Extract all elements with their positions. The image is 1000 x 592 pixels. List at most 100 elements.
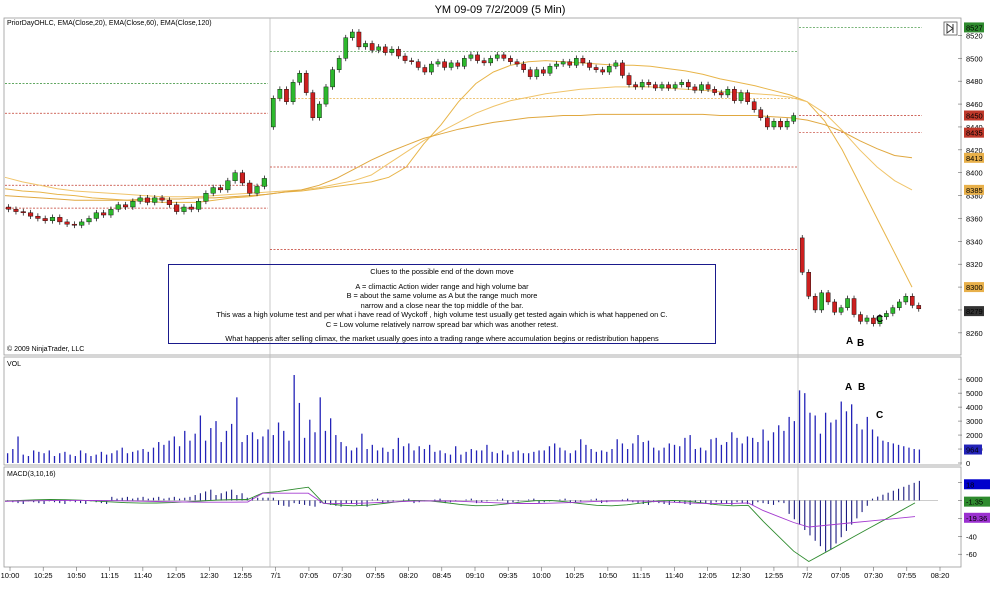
macd-signal-line: [4, 492, 916, 528]
note-line-6: C = Low volume relatively narrow spread …: [325, 319, 559, 329]
candle-down: [778, 121, 783, 128]
candlesticks: [6, 29, 922, 327]
annotation-c-volume: C: [876, 410, 883, 421]
price-tick-label: 8500: [966, 54, 983, 63]
price-tick-label: 8520: [966, 31, 983, 40]
note-line-2: A = climactic Action wider range and hig…: [355, 281, 529, 291]
candle-up: [261, 178, 267, 187]
candle-down: [356, 31, 362, 48]
candle-up: [297, 72, 302, 83]
volume-panel-frame: [3, 356, 962, 466]
macd-badge: [964, 479, 990, 490]
candle-down: [765, 117, 770, 128]
price-tick-label: 8400: [966, 169, 983, 178]
candle-down: [600, 69, 605, 73]
candle-up: [49, 217, 56, 221]
price-badge: [964, 127, 984, 138]
candle-down: [310, 92, 316, 118]
candle-down: [28, 212, 34, 217]
candle-down: [369, 43, 375, 51]
candle-down: [508, 58, 513, 62]
volume-tick-label: 6000: [966, 375, 983, 384]
macd-panel-frame: [3, 466, 962, 568]
candle-down: [587, 62, 592, 68]
time-tick-label: 08:20: [399, 571, 418, 580]
panel-toggle-icon[interactable]: [943, 21, 958, 36]
volume-tick-label: 3000: [966, 417, 983, 426]
candle-down: [871, 317, 876, 324]
candle-down: [541, 69, 546, 74]
macd-line: [4, 486, 916, 563]
candle-up: [79, 221, 85, 226]
candle-down: [13, 209, 19, 212]
candle-up: [659, 84, 665, 89]
macd-badge: [964, 512, 990, 523]
candle-down: [916, 305, 922, 310]
note-line-4: narrow and a close near the top middle o…: [360, 300, 524, 310]
candle-down: [101, 212, 107, 216]
time-tick-label: 12:05: [167, 571, 186, 580]
candle-down: [123, 204, 129, 208]
candle-down: [35, 215, 41, 219]
candle-up: [488, 58, 493, 64]
candle-up: [232, 172, 238, 181]
candle-up: [468, 54, 474, 59]
ema-60-line: [4, 86, 913, 198]
volume-axis: 0100020003000400050006000964: [958, 375, 983, 468]
candle-up: [574, 58, 579, 66]
price-tick-label: 8460: [966, 100, 983, 109]
candle-down: [799, 237, 805, 273]
price-badge-label: 8300: [966, 283, 983, 292]
price-badge-label: 8413: [966, 154, 983, 163]
candle-down: [653, 84, 658, 89]
time-axis: 10:00 10:25 10:50 11:15 11:40 12:05 12:30 12:55…: [1, 567, 949, 580]
time-tick-label: 09:35: [499, 571, 518, 580]
price-legend: PriorDayOHLC, EMA(Close,20), EMA(Close,6…: [7, 20, 212, 27]
copyright: © 2009 NinjaTrader, LLC: [7, 345, 84, 353]
price-badge-label: 8435: [966, 129, 983, 138]
prior-day-levels: [5, 27, 922, 250]
candle-down: [174, 204, 180, 212]
time-tick-label: 12:30: [731, 571, 750, 580]
annotation-b-volume: B: [858, 382, 865, 393]
price-tick-label: 8380: [966, 192, 983, 201]
candle-up: [290, 82, 296, 102]
candle-up: [890, 307, 896, 314]
candle-down: [144, 197, 150, 203]
candle-down: [239, 172, 245, 184]
candle-down: [806, 272, 811, 297]
candle-down: [646, 82, 652, 85]
time-tick-label: 07:30: [864, 571, 883, 580]
candle-up: [350, 31, 355, 38]
macd-tick-label: -60: [966, 550, 977, 559]
candle-up: [494, 54, 500, 59]
candle-down: [521, 63, 526, 70]
price-axis: 8260828083008320834083608380840084208440…: [958, 22, 984, 338]
candle-down: [217, 187, 224, 191]
candle-down: [666, 84, 671, 89]
candle-down: [692, 86, 698, 91]
candle-down: [415, 61, 421, 68]
time-tick-label: 10:25: [34, 571, 53, 580]
volume-title: VOL: [7, 361, 21, 368]
price-badge: [964, 152, 984, 163]
candle-down: [514, 61, 520, 65]
candle-up: [270, 98, 276, 128]
time-tick-label: 10:00: [1, 571, 20, 580]
macd-badge: [964, 496, 990, 507]
candle-down: [64, 221, 70, 225]
candle-up: [254, 186, 260, 194]
macd-title: MACD(3,10,16): [7, 471, 56, 478]
candle-down: [475, 54, 480, 61]
time-tick-label: 07:55: [366, 571, 385, 580]
candle-up: [462, 58, 467, 67]
candle-up: [877, 316, 883, 324]
candle-up: [560, 61, 566, 65]
candle-up: [699, 84, 704, 91]
candle-down: [732, 88, 737, 101]
ema-120-line: [4, 113, 913, 201]
candle-down: [422, 67, 428, 73]
candle-up: [93, 212, 99, 219]
time-tick-label: 12:05: [698, 571, 717, 580]
